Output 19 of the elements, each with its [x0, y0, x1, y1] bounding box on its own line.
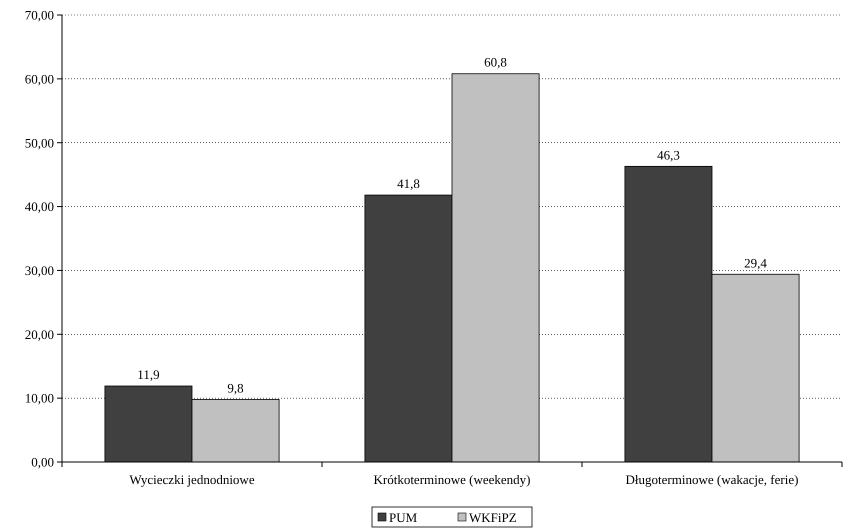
y-tick-label: 40,00 [24, 199, 54, 214]
y-tick-label: 0,00 [31, 454, 54, 470]
x-tick-label: Wycieczki jednodniowe [129, 472, 255, 487]
data-label: 41,8 [397, 176, 420, 192]
legend-label: WKFiPZ [469, 510, 517, 525]
data-label: 11,9 [137, 367, 160, 382]
y-tick-label: 10,00 [24, 390, 54, 406]
data-label: 29,4 [744, 255, 768, 270]
y-tick-label: 70,00 [24, 8, 54, 23]
data-label: 46,3 [657, 147, 680, 162]
y-tick-label: 50,00 [24, 135, 54, 150]
x-tick-label: Krótkoterminowe (weekendy) [373, 472, 531, 487]
data-label: 60,8 [484, 54, 507, 70]
data-label: 9,8 [227, 380, 244, 396]
y-tick-label: 60,00 [24, 71, 54, 86]
y-tick-label: 20,00 [24, 326, 54, 342]
y-tick-label: 30,00 [24, 262, 54, 278]
legend-label: PUM [389, 510, 418, 525]
x-tick-label: Długoterminowe (wakacje, ferie) [626, 472, 798, 487]
